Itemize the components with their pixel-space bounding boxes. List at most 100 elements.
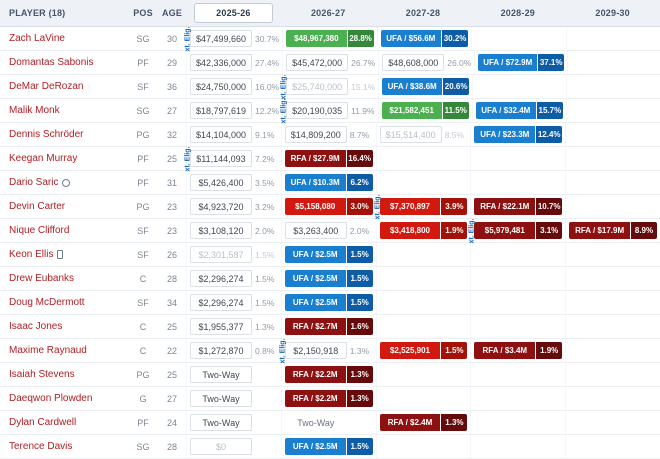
cap-pct: 37.1% xyxy=(538,54,565,71)
player-link[interactable]: Dylan Cardwell xyxy=(9,417,77,428)
player-link[interactable]: Drew Eubanks xyxy=(9,273,75,284)
player-note-icon[interactable] xyxy=(62,178,71,187)
cap-pct: 6.2% xyxy=(346,174,373,191)
player-name-cell: Dennis Schröder xyxy=(0,129,128,140)
player-name-cell: Domantas Sabonis xyxy=(0,57,128,68)
two-way-label: Two-Way xyxy=(297,417,335,428)
cap-pct: 1.5% xyxy=(255,297,275,308)
player-link[interactable]: Doug McDermott xyxy=(9,297,85,308)
cap-pct: 26.7% xyxy=(351,57,376,68)
rfa-estimate-cell: RFA / $3.4M 1.9% xyxy=(474,342,563,359)
salary-cell xyxy=(565,243,660,266)
column-header-age: AGE xyxy=(161,8,183,18)
player-link[interactable]: Domantas Sabonis xyxy=(9,57,94,68)
salary-cell xyxy=(565,99,660,122)
salary-cell: xt. Elig. $20,190,035 11.9% xyxy=(281,98,377,123)
salary-cell xyxy=(470,435,565,458)
column-header-2027-28[interactable]: 2027-28 xyxy=(405,8,441,18)
salary-cell: $15,514,400 8.5% xyxy=(375,123,471,146)
salary-cell: $1,955,377 1.3% xyxy=(186,315,281,338)
ufa-estimate-cell: UFA / $2.5M 1.5% xyxy=(284,270,373,287)
salary-cell xyxy=(375,291,471,314)
player-link[interactable]: Terence Davis xyxy=(9,441,73,452)
column-header-player-18[interactable]: PLAYER (18) xyxy=(9,8,66,18)
salary-value: RFA / $27.9M xyxy=(284,150,346,167)
player-note-icon[interactable] xyxy=(57,250,64,259)
player-link[interactable]: Keegan Murray xyxy=(9,153,78,164)
salary-cell: UFA / $10.3M 6.2% xyxy=(280,171,376,194)
salary-value: $1,272,870 xyxy=(190,342,252,359)
player-row: Dylan Cardwell PF 24 Two-Way Two-Way RFA / $2… xyxy=(0,411,660,435)
salary-value: $5,426,400 xyxy=(190,174,252,191)
player-position: SG xyxy=(136,33,150,44)
cap-pct: 1.3% xyxy=(441,414,468,431)
player-link[interactable]: Isaiah Stevens xyxy=(9,369,75,380)
player-link[interactable]: Zach LaVine xyxy=(9,33,65,44)
player-option-cell: $48,967,380 28.8% xyxy=(286,30,374,47)
player-row: Dario Saric PF 31 $5,426,400 3.5% UFA / $10.3… xyxy=(0,171,660,195)
team-option-cell: $7,370,897 3.9% xyxy=(379,198,468,215)
salary-cell: RFA / $2.2M 1.3% xyxy=(280,363,376,386)
player-link[interactable]: DeMar DeRozan xyxy=(9,81,84,92)
player-name-cell: Drew Eubanks xyxy=(0,273,128,284)
player-link[interactable]: Maxime Raynaud xyxy=(9,345,87,356)
player-link[interactable]: Dario Saric xyxy=(9,177,59,188)
player-name-cell: Dario Saric xyxy=(0,177,128,188)
salary-cell xyxy=(565,123,660,146)
player-link[interactable]: Daeqwon Plowden xyxy=(9,393,93,404)
player-link[interactable]: Isaac Jones xyxy=(9,321,63,332)
cap-pct: 0.8% xyxy=(255,345,275,356)
player-name-cell: Terence Davis xyxy=(0,441,128,452)
salary-value: RFA / $2.2M xyxy=(284,390,346,407)
salary-cell: xt. Elig. $7,370,897 3.9% xyxy=(374,194,471,219)
salary-value: RFA / $22.1M xyxy=(474,198,536,215)
salary-cell xyxy=(375,435,471,458)
salary-value: $1,955,377 xyxy=(190,318,252,335)
salary-value: $2,296,274 xyxy=(190,294,252,311)
column-header-2028-29[interactable]: 2028-29 xyxy=(500,8,535,18)
player-name-cell: Devin Carter xyxy=(0,201,128,212)
column-header-2026-27[interactable]: 2026-27 xyxy=(310,8,346,18)
player-link[interactable]: Keon Ellis xyxy=(9,249,54,260)
player-link[interactable]: Nique Clifford xyxy=(9,225,70,236)
player-link[interactable]: Dennis Schröder xyxy=(9,129,84,140)
ufa-estimate-cell: UFA / $2.5M 1.5% xyxy=(284,294,373,311)
player-position: PG xyxy=(136,369,150,380)
column-header-2029-30[interactable]: 2029-30 xyxy=(595,8,630,18)
salary-cell: RFA / $2.4M 1.3% xyxy=(375,411,471,434)
salary-cell: UFA / $38.6M 20.6% xyxy=(378,75,472,98)
salary-value: $4,923,720 xyxy=(190,198,252,215)
column-header-2025-26[interactable]: 2025-26 xyxy=(194,3,273,23)
rfa-estimate-cell: RFA / $17.9M 8.9% xyxy=(569,222,657,239)
player-age: 30 xyxy=(166,33,177,44)
salary-cell xyxy=(565,267,660,290)
salary-cell: UFA / $23.3M 12.4% xyxy=(470,123,565,146)
player-link[interactable]: Malik Monk xyxy=(9,105,60,116)
salary-value: $47,499,660 xyxy=(190,30,252,47)
salary-cell xyxy=(565,147,660,170)
salary-cell: $24,750,000 16.0% xyxy=(186,75,282,98)
salary-cell: $5,158,080 3.0% xyxy=(280,195,376,218)
player-row: Nique Clifford SF 23 $3,108,120 2.0% $3,263,4… xyxy=(0,218,660,243)
player-row: Devin Carter PG 23 $4,923,720 3.2% $5,158,080… xyxy=(0,194,660,219)
player-name-cell: Dylan Cardwell xyxy=(0,417,128,428)
player-age: 29 xyxy=(166,57,177,68)
salary-cell: $4,923,720 3.2% xyxy=(186,195,281,218)
salary-cell xyxy=(565,27,660,50)
player-position: PG xyxy=(136,201,150,212)
ufa-estimate-cell: UFA / $32.4M 15.7% xyxy=(475,102,563,119)
salary-value: RFA / $2.7M xyxy=(284,318,346,335)
player-name-cell: Maxime Raynaud xyxy=(0,345,128,356)
salary-cell: xt. Elig. $5,979,481 3.1% xyxy=(469,218,565,243)
salary-cell xyxy=(470,267,565,290)
salary-cell: UFA / $2.5M 1.5% xyxy=(280,291,376,314)
player-row: Daeqwon Plowden G 27 Two-Way RFA / $2.2M 1.3% xyxy=(0,387,660,411)
player-link[interactable]: Devin Carter xyxy=(9,201,66,212)
player-name-cell: Keegan Murray xyxy=(0,153,128,164)
salary-cell: xt. Elig. $11,144,093 7.2% xyxy=(185,146,281,171)
salary-cell xyxy=(470,387,565,410)
player-age: 28 xyxy=(166,273,177,284)
player-name-cell: Isaiah Stevens xyxy=(0,369,128,380)
salary-cell: $2,296,274 1.5% xyxy=(186,267,281,290)
player-row: Zach LaVine SG 30 xt. Elig. $47,499,660 30.7%… xyxy=(0,26,660,51)
